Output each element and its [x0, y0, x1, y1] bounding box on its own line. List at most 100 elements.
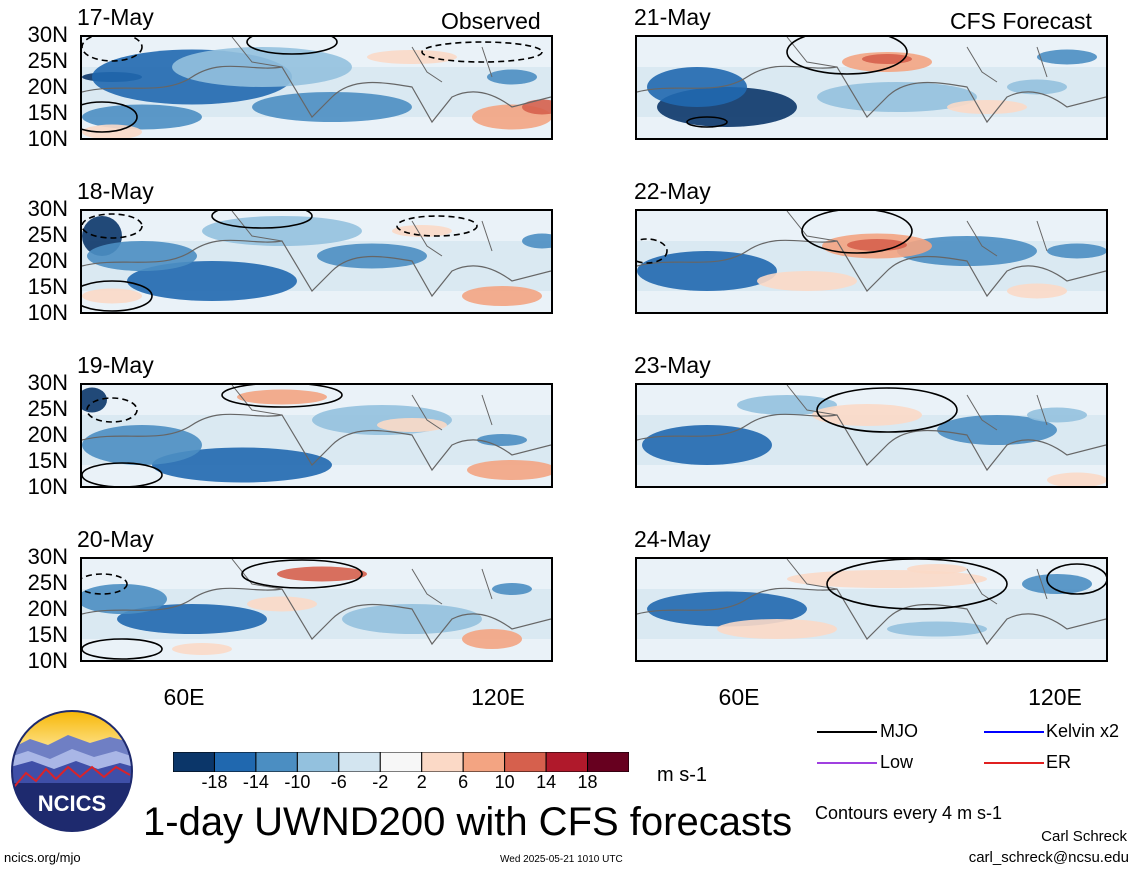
colorbar-swatch — [173, 752, 215, 772]
contour-line — [826, 559, 1008, 610]
legend-label-low: Low — [880, 752, 914, 772]
lat-tick-label: 25N — [27, 48, 68, 73]
legend-label-kelvin: Kelvin x2 — [1046, 721, 1120, 741]
contour-line — [82, 37, 143, 62]
contour-line — [686, 116, 728, 128]
legend-line-kelvin — [984, 731, 1044, 733]
colorbar-swatch — [545, 752, 589, 772]
colorbar-swatch — [504, 752, 547, 772]
map-panel-observed-2 — [80, 209, 553, 314]
map-panel-forecast-2 — [635, 209, 1108, 314]
colorbar-tick-label: 14 — [536, 772, 557, 792]
ncics-logo: NCICS — [11, 710, 133, 832]
contour-line — [82, 462, 163, 486]
contour-line — [82, 213, 143, 239]
lon-tick-label: 120E — [471, 684, 525, 710]
colorbar-swatch — [296, 752, 340, 772]
lon-tick-label: 60E — [718, 684, 760, 710]
coastline — [637, 65, 1106, 124]
lat-tick-label: 20N — [27, 74, 68, 99]
contour-line — [221, 385, 343, 408]
lat-tick-label: 10N — [27, 126, 68, 151]
panel-date-title: 17-May — [77, 4, 154, 30]
coastline — [82, 65, 551, 124]
legend-label-mjo: MJO — [880, 721, 918, 741]
map-panel-forecast-3 — [635, 383, 1108, 488]
colorbar-tick-label: 10 — [494, 772, 515, 792]
coastline — [82, 239, 551, 298]
contour-line — [82, 638, 163, 660]
panel-date-title: 24-May — [634, 526, 711, 552]
lat-tick-label: 30N — [27, 196, 68, 221]
colorbar-swatch — [421, 752, 464, 772]
legend-line-er — [984, 762, 1044, 764]
contour-line — [786, 37, 908, 75]
legend-line-low — [817, 762, 877, 764]
colorbar-tick-label: -2 — [372, 772, 389, 792]
lat-tick-label: 15N — [27, 622, 68, 647]
contour-line — [637, 238, 668, 264]
border-line — [231, 559, 493, 605]
map-panel-observed-3 — [80, 383, 553, 488]
colorbar-tick-label: -18 — [201, 772, 228, 792]
contour-line — [816, 387, 958, 433]
observed-heading: Observed — [441, 8, 541, 34]
colorbar-tick-label: -10 — [284, 772, 311, 792]
lat-tick-label: 15N — [27, 448, 68, 473]
panel-date-title: 23-May — [634, 352, 711, 378]
border-line — [786, 385, 1048, 431]
map-panel-forecast-1 — [635, 35, 1108, 140]
contour-line — [246, 37, 338, 55]
colorbar — [173, 752, 629, 772]
logo-text: NCICS — [38, 791, 106, 816]
legend-line-mjo — [817, 731, 877, 733]
lat-tick-label: 10N — [27, 300, 68, 325]
panel-date-title: 19-May — [77, 352, 154, 378]
lat-tick-label: 15N — [27, 274, 68, 299]
map-panel-observed-4 — [80, 557, 553, 662]
colorbar-tick-label: 18 — [577, 772, 598, 792]
border-line — [231, 37, 493, 83]
contour-note: Contours every 4 m s-1 — [815, 803, 1003, 823]
contour-line — [801, 211, 913, 254]
colorbar-swatch — [379, 752, 423, 772]
panel-date-title: 21-May — [634, 4, 711, 30]
colorbar-swatch — [587, 752, 629, 772]
contour-line — [86, 397, 138, 423]
colorbar-tick-label: -6 — [330, 772, 347, 792]
panel-date-title: 18-May — [77, 178, 154, 204]
map-panel-observed-1 — [80, 35, 553, 140]
colorbar-swatch — [462, 752, 506, 772]
lat-tick-label: 20N — [27, 596, 68, 621]
border-line — [786, 211, 1048, 257]
border-line — [231, 385, 493, 431]
contour-line — [82, 101, 138, 133]
site-url: ncics.org/mjo — [4, 850, 81, 865]
lat-tick-label: 20N — [27, 422, 68, 447]
colorbar-tick-label: 6 — [458, 772, 469, 792]
author-email: carl_schreck@ncsu.edu — [968, 849, 1129, 866]
lat-tick-label: 10N — [27, 474, 68, 499]
lat-tick-label: 30N — [27, 22, 68, 47]
border-line — [231, 211, 493, 257]
legend-label-er: ER — [1046, 752, 1072, 772]
lat-tick-label: 10N — [27, 648, 68, 673]
border-line — [786, 37, 1048, 83]
lat-tick-label: 25N — [27, 222, 68, 247]
lat-tick-label: 25N — [27, 570, 68, 595]
lat-tick-label: 25N — [27, 396, 68, 421]
contour-line — [82, 573, 128, 595]
map-panel-forecast-4 — [635, 557, 1108, 662]
coastline — [82, 587, 551, 646]
coastline — [82, 413, 551, 472]
lon-tick-label: 120E — [1028, 684, 1082, 710]
contour-line — [421, 41, 543, 63]
lat-tick-label: 20N — [27, 248, 68, 273]
units-label: m s-1 — [657, 764, 707, 786]
colorbar-tick-label: -14 — [242, 772, 269, 792]
contour-line — [82, 280, 153, 312]
colorbar-swatch — [213, 752, 257, 772]
lat-tick-label: 30N — [27, 370, 68, 395]
coastline — [637, 587, 1106, 646]
contour-line — [211, 211, 313, 229]
